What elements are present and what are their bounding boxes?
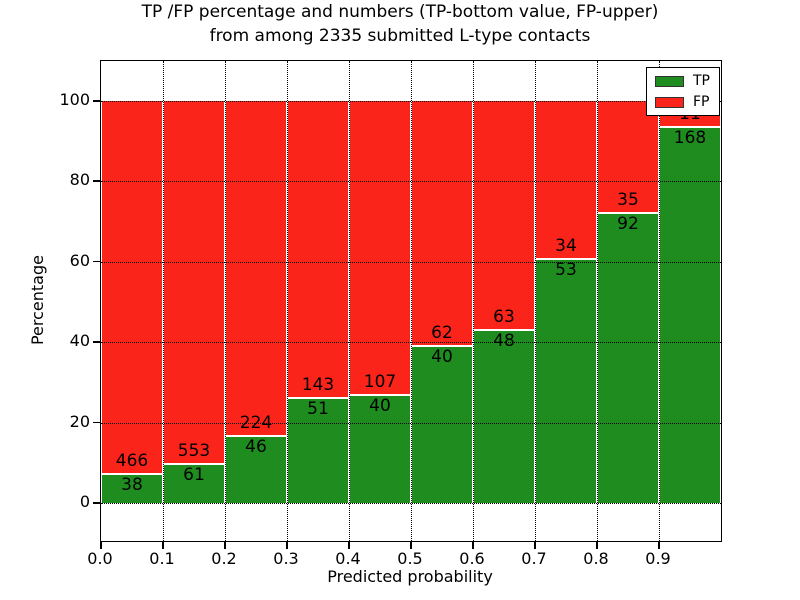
bar-segment-fp: [598, 101, 658, 212]
bar-value-label-fp: 63: [493, 307, 515, 328]
gridline-vertical: [597, 61, 598, 541]
bar-value-label-fp: 553: [177, 441, 211, 462]
y-tick-mark: [93, 260, 100, 263]
bar-value-label-fp: 224: [239, 412, 273, 433]
x-tick-mark: [286, 542, 288, 549]
legend-swatch-tp-icon: [655, 75, 684, 87]
chart-title: TP /FP percentage and numbers (TP-bottom…: [0, 0, 800, 48]
legend-item: TP: [655, 74, 710, 88]
x-tick-label: 0.5: [397, 549, 423, 568]
bar-value-label-tp: 48: [493, 331, 515, 352]
bar-segment-tp: [412, 345, 472, 503]
gridline-vertical: [225, 61, 226, 541]
x-tick-mark: [348, 542, 350, 549]
gridline-horizontal: [101, 181, 721, 183]
gridline-vertical: [349, 61, 350, 541]
x-tick-mark: [534, 542, 536, 549]
bar-segment-fp: [474, 101, 534, 330]
x-tick-label: 0.0: [87, 549, 113, 568]
bar-segment-fp: [164, 101, 224, 464]
bar-segment-fp: [350, 101, 410, 394]
bar-value-label-tp: 40: [431, 347, 453, 368]
bar-segment-tp: [350, 393, 410, 503]
gridline-vertical: [287, 61, 288, 541]
gridline-vertical: [659, 61, 660, 541]
y-tick-label: 20: [69, 411, 90, 431]
x-tick-mark: [162, 542, 164, 549]
bar-value-label-tp: 92: [617, 213, 639, 234]
bar-value-label-tp: 40: [369, 395, 391, 416]
x-tick-label: 0.8: [583, 549, 609, 568]
bar-value-label-fp: 34: [555, 236, 577, 257]
gridline-vertical: [163, 61, 164, 541]
bar-segment-fp: [412, 101, 472, 346]
x-tick-mark: [100, 542, 102, 549]
bar-segment-tp: [598, 211, 658, 503]
gridline-horizontal: [101, 261, 721, 263]
bar-value-label-tp: 168: [673, 127, 707, 148]
x-tick-label: 0.7: [521, 549, 547, 568]
bar-value-label-tp: 53: [555, 260, 577, 281]
legend-item-label: FP: [693, 94, 710, 110]
y-tick-label: 80: [69, 170, 90, 190]
bar-value-label-tp: 51: [307, 399, 329, 420]
bar-segment-fp: [536, 101, 596, 259]
x-tick-mark: [596, 542, 598, 549]
bar-value-label-tp: 61: [183, 465, 205, 486]
gridline-vertical: [535, 61, 536, 541]
bar-segment-tp: [226, 434, 286, 503]
bar-segment-tp: [102, 472, 162, 503]
bar-value-label-fp: 35: [617, 189, 639, 210]
x-tick-label: 0.4: [335, 549, 361, 568]
legend: TP FP: [646, 67, 720, 116]
gridline-vertical: [473, 61, 474, 541]
y-tick-label: 100: [59, 90, 90, 109]
y-tick-label: 40: [69, 331, 90, 351]
bar-segment-tp: [536, 258, 596, 503]
y-tick-mark: [93, 180, 100, 182]
plot-area: 466 38 553 61 224 46 143 51 107 40 62 40 63 48 34 53 35 9…: [100, 60, 722, 542]
y-tick-mark: [93, 421, 100, 424]
x-tick-label: 0.2: [211, 549, 237, 568]
x-tick-label: 0.1: [149, 549, 175, 568]
x-tick-label: 0.9: [645, 549, 671, 568]
gridline-horizontal: [101, 422, 721, 424]
bar-value-label-tp: 38: [121, 474, 143, 495]
gridline-horizontal: [101, 101, 721, 102]
x-tick-mark: [472, 542, 474, 549]
bar-segment-tp: [288, 397, 348, 503]
bar-segment-tp: [660, 125, 720, 503]
legend-swatch-fp-icon: [655, 96, 684, 108]
bar-segment-fp: [102, 101, 162, 473]
legend-item-label: TP: [693, 73, 710, 89]
gridline-horizontal: [101, 503, 721, 504]
x-tick-mark: [410, 542, 412, 549]
y-tick-mark: [93, 100, 100, 102]
y-tick-label: 60: [69, 250, 90, 270]
bar-value-label-tp: 46: [245, 436, 267, 457]
bar-segment-fp: [288, 101, 348, 398]
bar-value-label-fp: 107: [363, 371, 397, 392]
y-tick-label: 0: [79, 492, 90, 511]
chart-title-line1: TP /FP percentage and numbers (TP-bottom…: [141, 2, 659, 22]
gridline-horizontal: [101, 342, 721, 344]
bar-segment-fp: [226, 101, 286, 435]
gridline-vertical: [411, 61, 412, 541]
bar-value-label-fp: 143: [301, 375, 335, 396]
bar-value-label-fp: 466: [115, 450, 149, 471]
bar-value-label-fp: 62: [431, 323, 453, 344]
y-axis-label: Percentage: [28, 255, 47, 346]
x-tick-mark: [224, 542, 226, 549]
x-axis-label: Predicted probability: [327, 567, 493, 586]
x-tick-mark: [658, 542, 660, 549]
bar-segment-tp: [164, 463, 224, 503]
legend-item: FP: [655, 95, 710, 109]
bar-segment-tp: [474, 329, 534, 503]
y-tick-mark: [93, 502, 100, 504]
chart-title-line2: from among 2335 submitted L-type contact…: [209, 26, 591, 46]
y-tick-mark: [93, 341, 100, 343]
x-tick-label: 0.3: [273, 549, 299, 568]
x-tick-label: 0.6: [459, 549, 485, 568]
